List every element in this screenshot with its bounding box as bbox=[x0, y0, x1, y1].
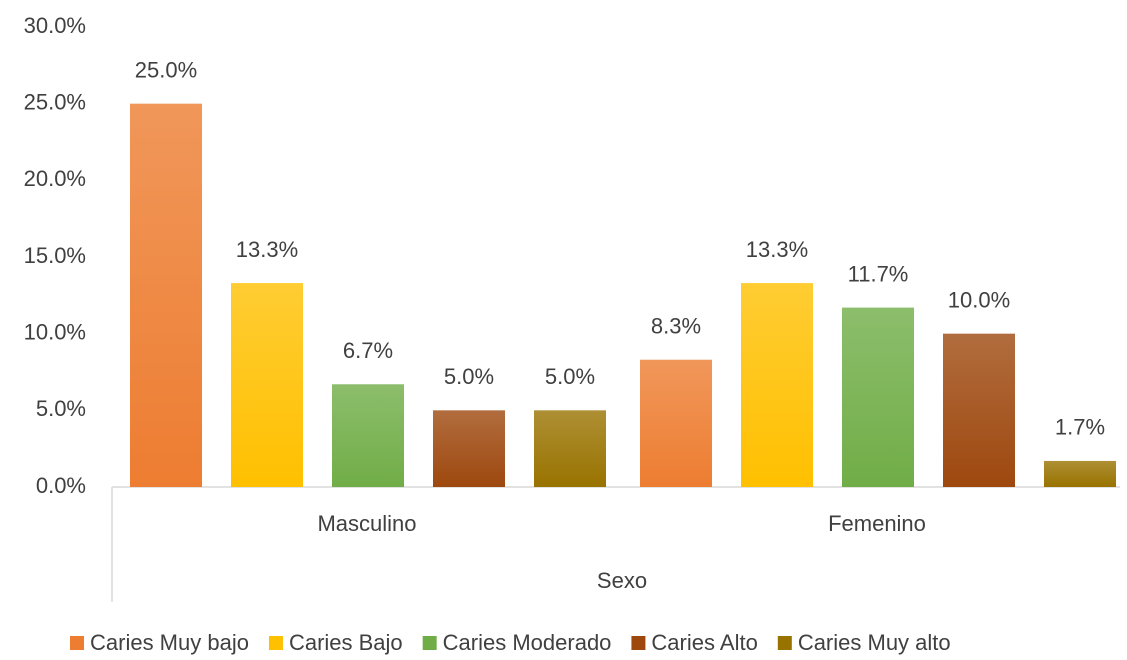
legend-swatch bbox=[422, 636, 437, 650]
data-label: 13.3% bbox=[236, 237, 298, 262]
bar bbox=[741, 283, 813, 487]
bar bbox=[640, 359, 712, 487]
x-tick-label: Masculino bbox=[317, 511, 416, 536]
legend-swatch bbox=[631, 636, 646, 650]
y-tick-label: 20.0% bbox=[24, 166, 86, 191]
bar bbox=[433, 410, 505, 487]
bar bbox=[842, 307, 914, 487]
data-label: 11.7% bbox=[848, 261, 909, 286]
legend-swatch bbox=[268, 636, 283, 650]
data-label: 5.0% bbox=[545, 364, 595, 389]
y-tick-label: 10.0% bbox=[24, 319, 86, 344]
data-label: 13.3% bbox=[746, 237, 808, 262]
y-tick-label: 25.0% bbox=[24, 89, 86, 114]
y-tick-label: 5.0% bbox=[36, 396, 86, 421]
data-label: 1.7% bbox=[1055, 415, 1105, 440]
legend-swatch bbox=[777, 636, 792, 650]
x-tick-label: Femenino bbox=[828, 511, 926, 536]
data-label: 10.0% bbox=[948, 287, 1010, 312]
legend-label: Caries Moderado bbox=[443, 630, 612, 655]
bar bbox=[1044, 460, 1116, 487]
data-label: 8.3% bbox=[651, 314, 701, 339]
legend-label: Caries Muy alto bbox=[798, 630, 951, 655]
y-tick-label: 0.0% bbox=[36, 473, 86, 498]
legend-label: Caries Bajo bbox=[289, 630, 403, 655]
bar bbox=[943, 333, 1015, 487]
y-tick-label: 30.0% bbox=[24, 13, 86, 38]
bar bbox=[130, 103, 202, 488]
data-label: 25.0% bbox=[135, 57, 197, 82]
legend-label: Caries Alto bbox=[651, 630, 757, 655]
legend-label: Caries Muy bajo bbox=[90, 630, 249, 655]
bar bbox=[332, 384, 404, 487]
bar bbox=[534, 410, 606, 487]
bar bbox=[231, 283, 303, 487]
x-axis-title: Sexo bbox=[597, 568, 647, 593]
legend-swatch bbox=[70, 636, 84, 650]
data-label: 5.0% bbox=[444, 364, 494, 389]
data-label: 6.7% bbox=[343, 338, 393, 363]
y-tick-label: 15.0% bbox=[24, 243, 86, 268]
